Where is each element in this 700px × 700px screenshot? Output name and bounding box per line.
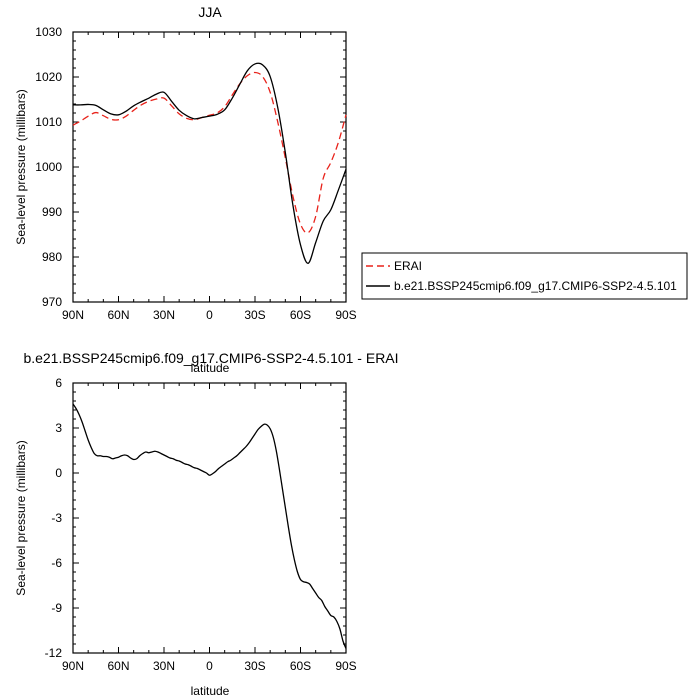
bottom-chart-title: b.e21.BSSP245cmip6.f09_g17.CMIP6-SSP2-4.…	[23, 350, 398, 366]
top-chart-ylabel: Sea-level pressure (millibars)	[14, 89, 28, 244]
bottom-x-tick-label: 60N	[107, 659, 129, 673]
bottom-y-tick-label: 3	[55, 421, 62, 435]
top-x-tick-label: 30N	[153, 308, 175, 322]
top-y-tick-label: 1010	[35, 115, 62, 129]
legend-box	[361, 252, 688, 300]
top-y-tick-label: 1000	[35, 160, 62, 174]
bottom-x-tick-label: 0	[206, 659, 213, 673]
bottom-x-tick-label: 30S	[244, 659, 265, 673]
bottom-y-tick-label: 6	[55, 376, 62, 390]
top-x-tick-label: 90N	[62, 308, 84, 322]
bottom-plot-frame	[72, 382, 347, 654]
top-y-tick-label: 970	[42, 295, 62, 309]
legend-model-label: b.e21.BSSP245cmip6.f09_g17.CMIP6-SSP2-4.…	[394, 279, 677, 293]
top-y-tick-label: 990	[42, 205, 62, 219]
bottom-x-tick-label: 90S	[335, 659, 356, 673]
bottom-x-tick-label: 60S	[290, 659, 311, 673]
bottom-chart-ylabel: Sea-level pressure (millibars)	[14, 440, 28, 595]
top-series-model-line	[72, 62, 347, 264]
top-y-tick-label: 1030	[35, 25, 62, 39]
bottom-chart: 90N 60N 30N 0 30S 60S 90S -12 -9 -6 -3 0 3 6	[45, 376, 357, 673]
bottom-chart-xlabel: latitude	[191, 684, 230, 698]
bottom-y-tick-label: -12	[45, 646, 63, 660]
top-series-erai-line	[72, 71, 347, 234]
top-x-tick-label: 60S	[290, 308, 311, 322]
legend-erai-label: ERAI	[394, 259, 422, 273]
bottom-y-tick-label: -3	[51, 511, 62, 525]
bottom-y-tick-label: -6	[51, 556, 62, 570]
top-y-tick-label: 1020	[35, 70, 62, 84]
top-chart-title: JJA	[198, 4, 222, 20]
bottom-x-tick-label: 30N	[153, 659, 175, 673]
legend: ERAI b.e21.BSSP245cmip6.f09_g17.CMIP6-SS…	[361, 252, 688, 300]
top-x-tick-label: 30S	[244, 308, 265, 322]
bottom-y-tick-label: 0	[55, 466, 62, 480]
top-x-tick-label: 60N	[107, 308, 129, 322]
bottom-y-tick-label: -9	[51, 601, 62, 615]
top-x-tick-label: 0	[206, 308, 213, 322]
top-plot-frame	[72, 31, 347, 303]
bottom-x-tick-label: 90N	[62, 659, 84, 673]
top-y-tick-label: 980	[42, 250, 62, 264]
top-x-tick-label: 90S	[335, 308, 356, 322]
top-chart-xlabel: latitude	[191, 361, 230, 375]
bottom-series-difference-line	[72, 403, 347, 649]
top-chart: 90N 60N 30N 0 30S 60S 90S 970 980 990 1000 1010 1020…	[35, 25, 356, 322]
